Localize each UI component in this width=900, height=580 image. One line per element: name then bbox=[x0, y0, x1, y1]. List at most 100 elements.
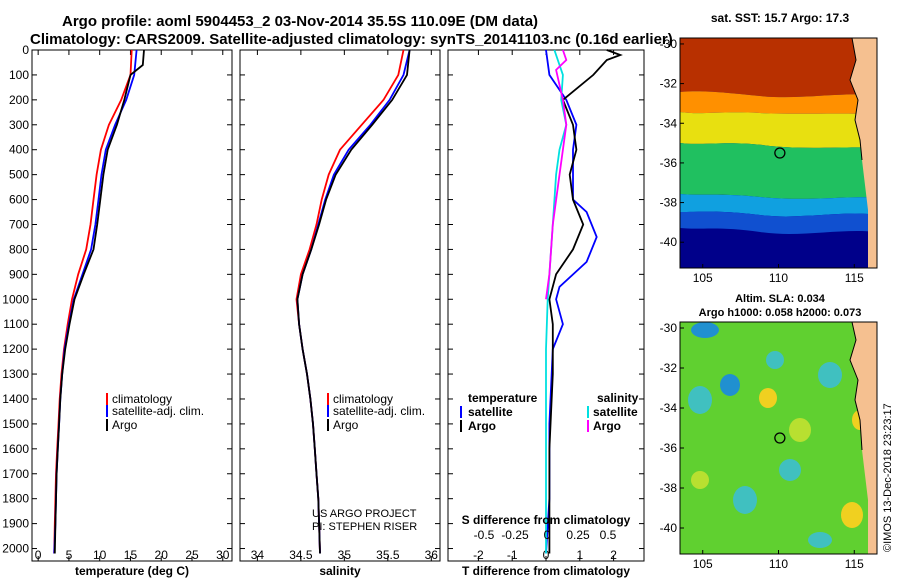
map-x-tick-label: 105 bbox=[693, 271, 713, 285]
legend-label: satellite bbox=[593, 405, 638, 419]
y-tick-label: 1300 bbox=[2, 367, 29, 381]
s-difference-axis: -0.5 -0.25 0 0.25 0.5 bbox=[474, 528, 617, 542]
pi-credit: PI: STEPHEN RISER bbox=[312, 521, 417, 533]
sla-map-title-line1: Altim. SLA: 0.034 bbox=[735, 293, 826, 305]
y-tick-label: 400 bbox=[9, 143, 29, 157]
y-tick-label: 200 bbox=[9, 93, 29, 107]
sst-map-axes: 105 110 115 -30 -32 -34 -36 -38 -40 bbox=[660, 37, 864, 285]
map-x-tick-label: 115 bbox=[845, 271, 864, 285]
map-y-tick-label: -36 bbox=[660, 156, 678, 170]
map-y-tick-label: -32 bbox=[660, 77, 678, 91]
x-tick-label: 34 bbox=[251, 548, 265, 562]
salinity-panel bbox=[239, 49, 441, 562]
difference-legend: temperature salinity satellite Argo sate… bbox=[460, 391, 639, 433]
series-line-satellite-adj-clim- bbox=[53, 49, 138, 554]
map-y-tick-label: -34 bbox=[660, 116, 678, 130]
y-tick-label: 1000 bbox=[2, 292, 29, 306]
y-tick-label: 1600 bbox=[2, 442, 29, 456]
temperature-x-axis: 0 5 10 15 20 25 30 bbox=[32, 49, 232, 562]
x-tick-label: 35 bbox=[338, 548, 352, 562]
legend-label: Argo bbox=[593, 419, 621, 433]
legend-label: satellite-adj. clim. bbox=[112, 404, 204, 418]
argo-position-marker bbox=[774, 432, 786, 444]
x-tick-label: 30 bbox=[216, 548, 230, 562]
header-title-line1: Argo profile: aoml 5904453_2 03-Nov-2014… bbox=[62, 13, 538, 30]
map-y-tick-label: -30 bbox=[660, 37, 678, 51]
x-top-tick-label: 0 bbox=[544, 528, 551, 542]
y-tick-label: 1100 bbox=[3, 317, 29, 331]
y-tick-label: 2000 bbox=[2, 542, 29, 556]
series-line-climatology bbox=[53, 49, 133, 554]
argo-position-marker bbox=[774, 147, 786, 159]
y-tick-label: 0 bbox=[22, 43, 29, 57]
series-line-argo bbox=[296, 49, 411, 554]
x-tick-label: 20 bbox=[155, 548, 169, 562]
map-x-tick-label: 115 bbox=[845, 557, 864, 571]
map-y-tick-label: -38 bbox=[660, 196, 678, 210]
difference-x-axis: -2 -1 0 1 2 bbox=[448, 49, 644, 562]
temperature-legend: climatology satellite-adj. clim. Argo bbox=[106, 392, 204, 432]
legend-title-salinity: salinity bbox=[597, 391, 639, 405]
salinity-legend: climatology satellite-adj. clim. Argo bbox=[327, 392, 425, 432]
series-line-satellite-adj-clim- bbox=[296, 49, 411, 554]
legend-label: Argo bbox=[468, 419, 496, 433]
x-tick-label: 25 bbox=[185, 548, 199, 562]
sla-map bbox=[680, 322, 877, 554]
series-line-t-argo bbox=[548, 49, 623, 554]
series-line-t-satellite bbox=[545, 49, 598, 554]
y-tick-label: 1400 bbox=[2, 392, 29, 406]
x-tick-label: 0 bbox=[543, 548, 550, 562]
sst-map-title: sat. SST: 15.7 Argo: 17.3 bbox=[711, 11, 850, 25]
y-tick-label: 800 bbox=[9, 242, 29, 256]
temperature-xlabel: temperature (deg C) bbox=[75, 564, 189, 578]
x-tick-label: 10 bbox=[93, 548, 107, 562]
map-y-tick-label: -40 bbox=[660, 521, 678, 535]
salinity-series bbox=[295, 49, 411, 554]
y-tick-label: 700 bbox=[9, 217, 29, 231]
y-tick-label: 1800 bbox=[2, 492, 29, 506]
difference-xlabel: T difference from climatology bbox=[462, 564, 630, 578]
legend-label: Argo bbox=[112, 418, 138, 432]
series-line-argo bbox=[53, 49, 145, 554]
map-y-tick-label: -40 bbox=[660, 235, 678, 249]
map-y-tick-label: -30 bbox=[660, 321, 678, 335]
x-tick-label: 0 bbox=[35, 548, 42, 562]
y-tick-label: 600 bbox=[9, 193, 29, 207]
y-tick-label: 1500 bbox=[2, 417, 29, 431]
imos-stamp: ©IMOS 13-Dec-2018 23:23:17 bbox=[882, 403, 894, 552]
y-tick-label: 100 bbox=[9, 68, 29, 82]
x-tick-label: 35.5 bbox=[376, 548, 400, 562]
x-tick-label: 1 bbox=[576, 548, 583, 562]
header-title-line2: Climatology: CARS2009. Satellite-adjuste… bbox=[30, 31, 673, 48]
x-top-tick-label: 0.5 bbox=[600, 528, 617, 542]
x-tick-label: -1 bbox=[507, 548, 518, 562]
y-tick-label: 500 bbox=[9, 168, 29, 182]
map-y-tick-label: -38 bbox=[660, 481, 678, 495]
legend-title-temperature: temperature bbox=[468, 391, 538, 405]
map-y-tick-label: -34 bbox=[660, 401, 678, 415]
y-tick-label: 300 bbox=[9, 118, 29, 132]
legend-label: satellite-adj. clim. bbox=[333, 404, 425, 418]
x-tick-label: -2 bbox=[473, 548, 484, 562]
sla-map-axes: 105 110 115 -30 -32 -34 -36 -38 -40 bbox=[660, 321, 864, 571]
legend-label: climatology bbox=[333, 392, 393, 406]
map-x-tick-label: 110 bbox=[769, 557, 788, 571]
x-tick-label: 34.5 bbox=[289, 548, 313, 562]
map-y-tick-label: -32 bbox=[660, 361, 678, 375]
x-top-tick-label: -0.5 bbox=[474, 528, 495, 542]
series-line-climatology bbox=[295, 49, 405, 554]
legend-label: satellite bbox=[468, 405, 513, 419]
map-x-tick-label: 110 bbox=[769, 271, 788, 285]
s-difference-label: S difference from climatology bbox=[462, 513, 631, 527]
x-top-tick-label: -0.25 bbox=[501, 528, 529, 542]
map-y-tick-label: -36 bbox=[660, 441, 678, 455]
project-credit: US ARGO PROJECT bbox=[312, 508, 417, 520]
legend-label: climatology bbox=[112, 392, 172, 406]
series-line-s-argo bbox=[545, 49, 568, 300]
y-tick-label: 1200 bbox=[2, 342, 29, 356]
y-tick-label: 900 bbox=[9, 267, 29, 281]
x-tick-label: 5 bbox=[66, 548, 73, 562]
sst-map bbox=[680, 38, 877, 268]
legend-label: Argo bbox=[333, 418, 359, 432]
sla-map-title-line2: Argo h1000: 0.058 h2000: 0.073 bbox=[699, 307, 862, 319]
